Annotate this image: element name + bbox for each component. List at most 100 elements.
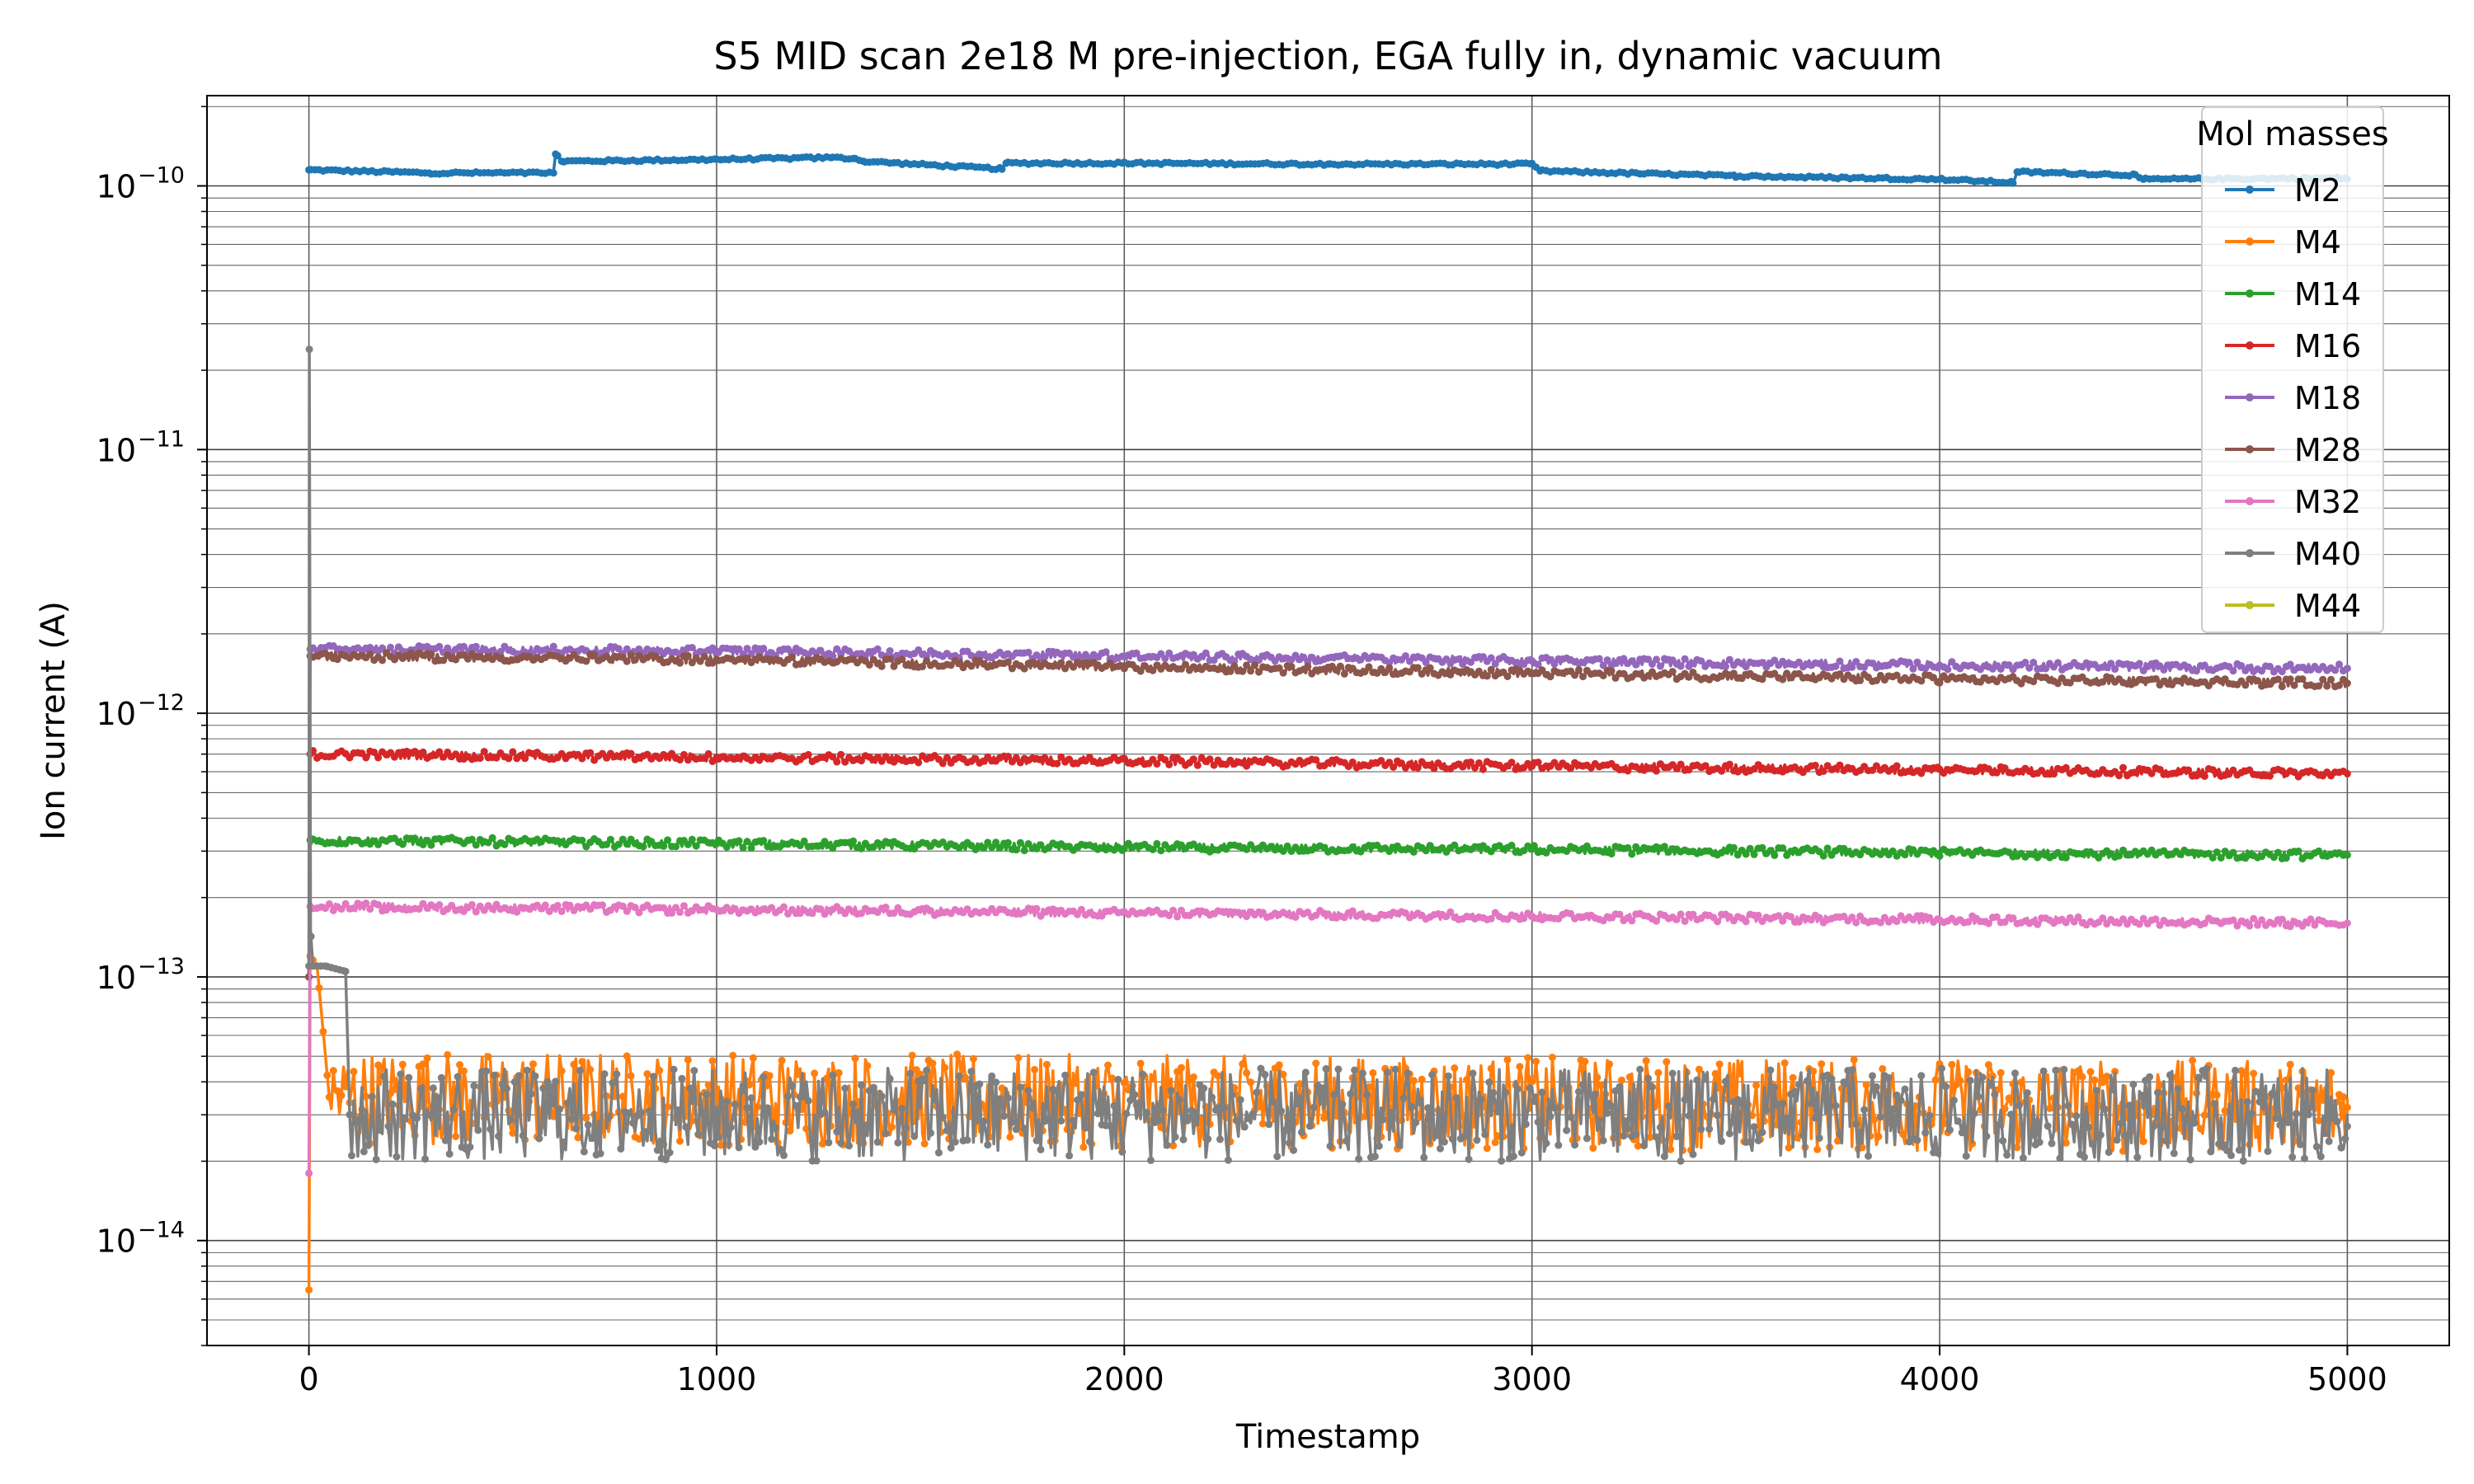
data-point [1567, 1113, 1575, 1121]
data-point [1567, 764, 1575, 773]
data-point [929, 1059, 937, 1068]
data-point [992, 838, 1000, 847]
y-tick-label: 10 [96, 432, 136, 468]
data-point [2315, 1116, 2323, 1125]
y-tick-exponent: −13 [138, 954, 185, 979]
legend-item-m2[interactable]: M2 [2225, 172, 2341, 209]
data-point [1978, 1073, 1987, 1082]
data-point [792, 1101, 800, 1110]
y-tick-label: 10 [96, 169, 136, 205]
data-point [996, 1095, 1004, 1103]
data-point [955, 1072, 963, 1080]
data-point [1644, 1074, 1653, 1082]
legend-item-m40[interactable]: M40 [2225, 536, 2361, 572]
data-point [2011, 1069, 2019, 1078]
data-point [1524, 1054, 1532, 1062]
legend-item-m4[interactable]: M4 [2225, 224, 2341, 261]
data-point [1667, 1145, 1675, 1153]
legend: Mol masses M2 M4 M14 M16 M18 M28 M32 M40 M44 [2196, 106, 2389, 633]
data-point [1057, 659, 1065, 667]
data-point [1775, 912, 1783, 920]
data-point [1865, 1152, 1872, 1160]
data-point [1108, 1074, 1116, 1082]
data-point [1701, 1075, 1710, 1083]
data-point [2001, 1105, 2009, 1113]
data-point [433, 1093, 441, 1101]
legend-label: M44 [2294, 588, 2361, 624]
legend-item-m18[interactable]: M18 [2225, 380, 2361, 416]
data-point [435, 748, 444, 756]
data-point [1793, 1134, 1801, 1142]
data-point [1104, 1061, 1112, 1069]
data-point [1375, 1142, 1383, 1150]
data-point [825, 1139, 833, 1147]
data-point [1811, 1114, 1819, 1122]
data-point [2250, 914, 2258, 923]
data-point [1240, 1123, 1249, 1131]
data-point [1239, 1060, 1247, 1068]
data-point [2260, 1103, 2268, 1111]
data-point [1872, 1082, 1880, 1091]
data-point [1290, 1146, 1297, 1154]
data-point [1377, 757, 1385, 764]
data-point [509, 1129, 517, 1137]
data-point [501, 840, 509, 848]
legend-item-m16[interactable]: M16 [2225, 328, 2361, 364]
data-point [1634, 1142, 1642, 1150]
data-point [643, 1070, 651, 1078]
data-point [2286, 660, 2294, 669]
data-point [1061, 1071, 1070, 1079]
data-point [2147, 769, 2156, 777]
data-point [2286, 675, 2294, 683]
legend-marker [2246, 237, 2254, 246]
data-point [1656, 1124, 1664, 1131]
data-point [2039, 1067, 2048, 1075]
data-point [1995, 1120, 2003, 1129]
data-point [1677, 662, 1685, 670]
data-point [405, 1073, 413, 1082]
data-point [623, 1052, 631, 1060]
data-point [1126, 1097, 1135, 1105]
data-point [1715, 1060, 1724, 1068]
data-point [348, 1152, 355, 1160]
data-point [586, 749, 595, 757]
data-point [2268, 1090, 2276, 1097]
data-point [943, 1126, 951, 1134]
data-point [1725, 655, 1733, 664]
data-point [341, 899, 350, 908]
data-point [1832, 1101, 1840, 1110]
data-point [1636, 1065, 1644, 1073]
data-point [1004, 838, 1012, 847]
data-point [1974, 1092, 1982, 1101]
data-point [1387, 1109, 1395, 1116]
data-point [1028, 1104, 1037, 1112]
series-m28 [305, 649, 2351, 981]
data-point [388, 1100, 397, 1108]
data-point [2060, 1065, 2068, 1073]
legend-item-m44[interactable]: M44 [2225, 588, 2361, 624]
data-point [980, 844, 988, 852]
data-point [1742, 850, 1750, 858]
data-point [1008, 1118, 1016, 1126]
data-point [2237, 662, 2246, 669]
data-point [2272, 1114, 2280, 1122]
data-point [578, 836, 586, 844]
legend-item-m32[interactable]: M32 [2225, 484, 2361, 520]
series-markers [305, 641, 2351, 981]
data-point [1534, 1118, 1542, 1126]
y-tick-exponent: −12 [138, 690, 185, 716]
data-point [1465, 1155, 1473, 1163]
data-point [557, 1067, 566, 1075]
data-point [1888, 1105, 1897, 1113]
data-point [2182, 1115, 2190, 1122]
data-point [2100, 1105, 2109, 1113]
legend-item-m14[interactable]: M14 [2225, 276, 2361, 312]
data-point [2333, 1117, 2341, 1125]
data-point [1469, 1069, 1477, 1078]
data-point [910, 1132, 919, 1140]
data-point [1722, 1078, 1729, 1086]
data-point [692, 842, 700, 850]
legend-item-m28[interactable]: M28 [2225, 432, 2361, 468]
y-tick-exponent: −10 [138, 163, 185, 189]
data-point [700, 653, 708, 660]
